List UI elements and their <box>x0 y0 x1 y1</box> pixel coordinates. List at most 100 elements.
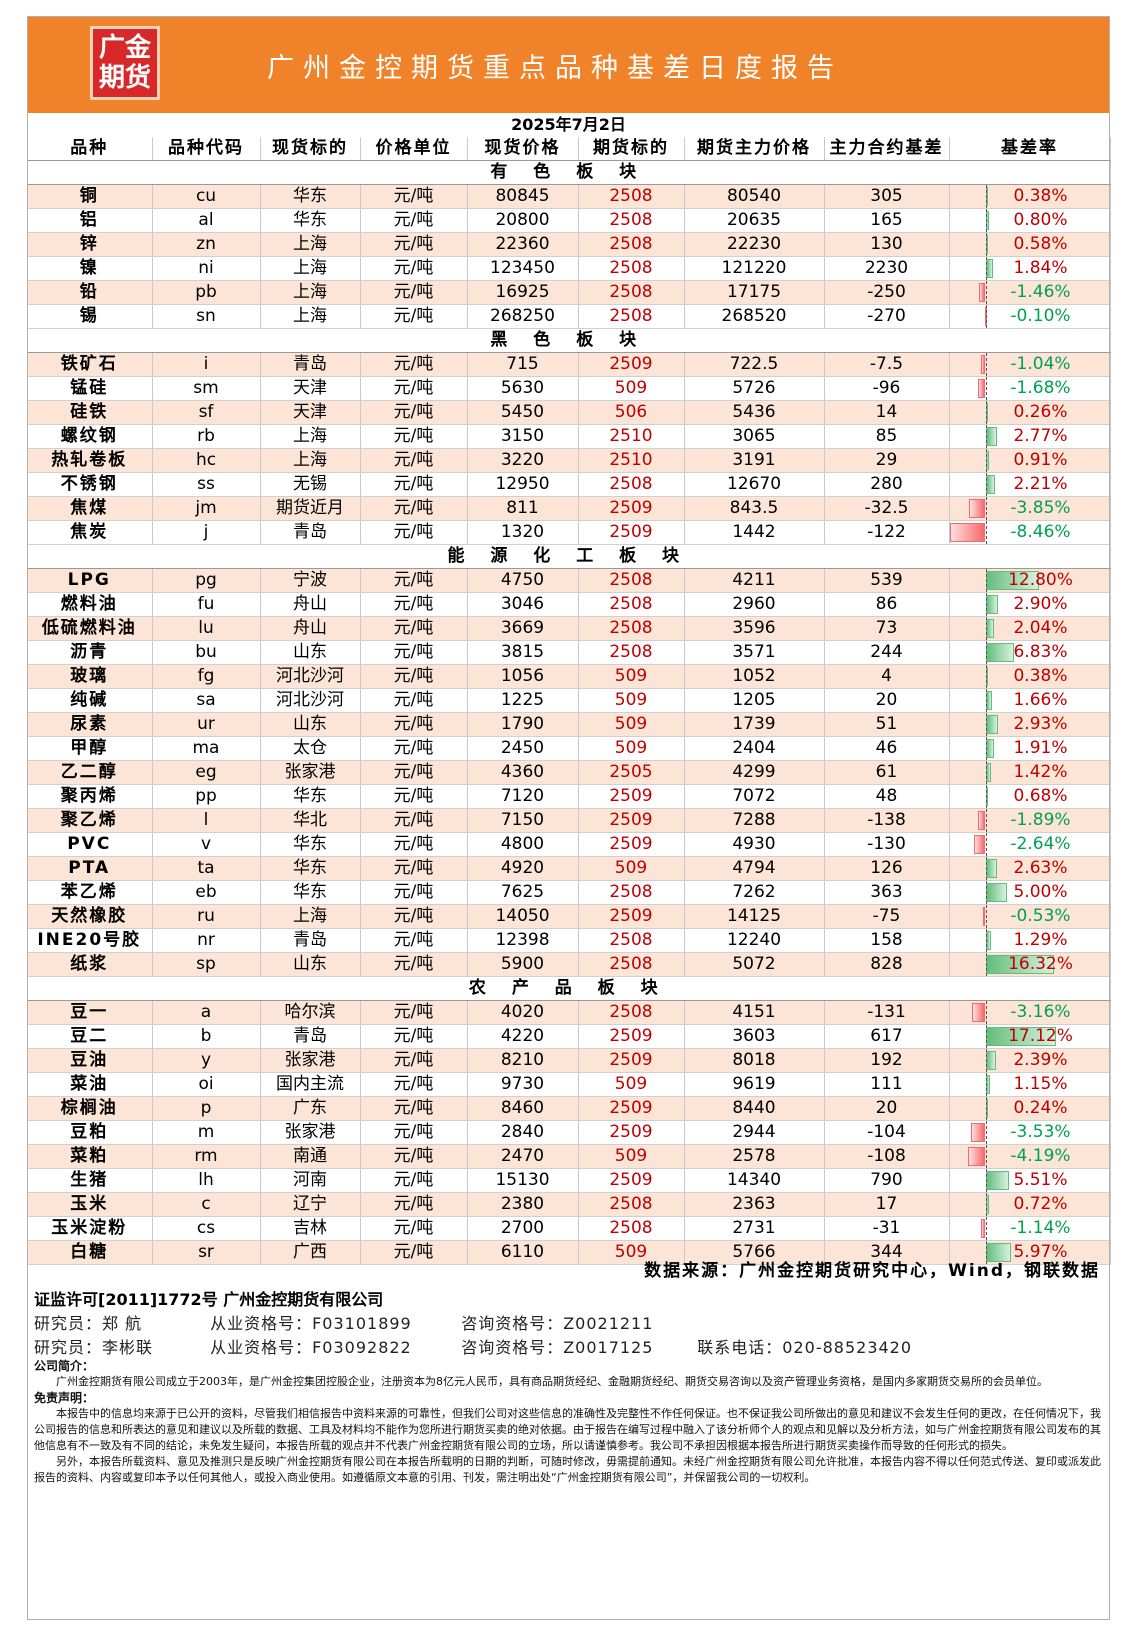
basis: -104 <box>824 1120 950 1145</box>
table-row: 硅铁 sf 天津 元/吨 5450 506 5436 14 0.26% <box>27 400 1111 425</box>
zero-axis <box>985 1073 987 1096</box>
variety-code: ur <box>152 712 261 737</box>
spot-price: 4020 <box>467 1000 579 1025</box>
table-row: 焦炭 j 青岛 元/吨 1320 2509 1442 -122 -8.46% <box>27 520 1111 545</box>
spot-price: 1225 <box>467 688 579 713</box>
futures-price: 20635 <box>684 208 825 233</box>
spot-location: 山东 <box>260 640 361 665</box>
futures-price: 7262 <box>684 880 825 905</box>
variety-code: rm <box>152 1144 261 1169</box>
price-unit: 元/吨 <box>360 448 468 473</box>
variety-name: LPG <box>27 568 153 593</box>
table-row: 锰硅 sm 天津 元/吨 5630 509 5726 -96 -1.68% <box>27 376 1111 401</box>
basis: 46 <box>824 736 950 761</box>
zero-axis <box>985 833 987 856</box>
variety-name: 白糖 <box>27 1240 153 1265</box>
price-unit: 元/吨 <box>360 568 468 593</box>
zero-axis <box>985 593 987 616</box>
report-date: 2025年7月2日 <box>511 115 626 134</box>
variety-name: 聚丙烯 <box>27 784 153 809</box>
variety-name: 锡 <box>27 304 153 329</box>
futures-price: 268520 <box>684 304 825 329</box>
basis-rate: 0.38% <box>949 664 1111 689</box>
spot-price: 3815 <box>467 640 579 665</box>
variety-code: sn <box>152 304 261 329</box>
basis: 111 <box>824 1072 950 1097</box>
price-unit: 元/吨 <box>360 904 468 929</box>
basis: -138 <box>824 808 950 833</box>
table-row: PVC v 华东 元/吨 4800 2509 4930 -130 -2.64% <box>27 832 1111 857</box>
basis: 305 <box>824 184 950 209</box>
basis-rate-bar <box>978 379 986 398</box>
price-unit: 元/吨 <box>360 1240 468 1265</box>
spot-location: 无锡 <box>260 472 361 497</box>
basis-rate-value: -2.64% <box>1010 834 1071 854</box>
futures-contract: 2508 <box>578 232 685 257</box>
basis-rate-value: 1.15% <box>1013 1074 1068 1094</box>
variety-name: 焦煤 <box>27 496 153 521</box>
basis: -270 <box>824 304 950 329</box>
spot-price: 1790 <box>467 712 579 737</box>
basis-rate: -0.53% <box>949 904 1111 929</box>
basis: 158 <box>824 928 950 953</box>
futures-contract: 509 <box>578 376 685 401</box>
spot-location: 天津 <box>260 376 361 401</box>
futures-contract: 2509 <box>578 1120 685 1145</box>
basis: 4 <box>824 664 950 689</box>
basis-rate-value: -1.46% <box>1010 282 1071 302</box>
basis-rate-value: -3.85% <box>1010 498 1071 518</box>
futures-price: 2363 <box>684 1192 825 1217</box>
futures-contract: 2508 <box>578 568 685 593</box>
variety-code: c <box>152 1192 261 1217</box>
price-unit: 元/吨 <box>360 352 468 377</box>
futures-price: 12670 <box>684 472 825 497</box>
data-source: 数据来源：广州金控期货研究中心，Wind，钢联数据 <box>644 1261 1100 1281</box>
basis-rate: -1.68% <box>949 376 1111 401</box>
futures-price: 2404 <box>684 736 825 761</box>
table-row: 菜油 oi 国内主流 元/吨 9730 509 9619 111 1.15% <box>27 1072 1111 1097</box>
futures-contract: 2508 <box>578 1216 685 1241</box>
spot-price: 1320 <box>467 520 579 545</box>
basis-rate-value: 1.84% <box>1013 258 1068 278</box>
futures-contract: 2508 <box>578 928 685 953</box>
basis-rate: 1.91% <box>949 736 1111 761</box>
spot-location: 上海 <box>260 232 361 257</box>
variety-code: l <box>152 808 261 833</box>
variety-code: lh <box>152 1168 261 1193</box>
price-unit: 元/吨 <box>360 808 468 833</box>
basis-rate-value: -8.46% <box>1010 522 1071 542</box>
variety-name: 生猪 <box>27 1168 153 1193</box>
variety-code: v <box>152 832 261 857</box>
zero-axis <box>985 713 987 736</box>
table-row: 豆粕 m 张家港 元/吨 2840 2509 2944 -104 -3.53% <box>27 1120 1111 1145</box>
basis-rate: 2.77% <box>949 424 1111 449</box>
table-row: 螺纹钢 rb 上海 元/吨 3150 2510 3065 85 2.77% <box>27 424 1111 449</box>
basis-rate-value: 12.80% <box>1008 570 1073 590</box>
variety-code: j <box>152 520 261 545</box>
license-line: 证监许可[2011]1772号 广州金控期货有限公司 <box>34 1290 384 1309</box>
zero-axis <box>985 617 987 640</box>
zero-axis <box>985 1169 987 1192</box>
researcher-name: 研究员：李彬联 <box>34 1338 154 1357</box>
basis: 539 <box>824 568 950 593</box>
spot-location: 河北沙河 <box>260 664 361 689</box>
company-intro: 广州金控期货有限公司成立于2003年，是广州金控集团控股企业，注册资本为8亿元人… <box>56 1375 1048 1388</box>
futures-price: 843.5 <box>684 496 825 521</box>
variety-code: hc <box>152 448 261 473</box>
basis: 85 <box>824 424 950 449</box>
basis-rate: -3.85% <box>949 496 1111 521</box>
futures-contract: 2508 <box>578 472 685 497</box>
variety-name: 热轧卷板 <box>27 448 153 473</box>
futures-contract: 2508 <box>578 280 685 305</box>
zero-axis <box>985 1049 987 1072</box>
futures-price: 121220 <box>684 256 825 281</box>
table-row: 聚乙烯 l 华北 元/吨 7150 2509 7288 -138 -1.89% <box>27 808 1111 833</box>
spot-location: 宁波 <box>260 568 361 593</box>
zero-axis <box>985 425 987 448</box>
futures-price: 1205 <box>684 688 825 713</box>
variety-name: 焦炭 <box>27 520 153 545</box>
consulting-number: 咨询资格号：Z0017125 <box>461 1338 654 1357</box>
futures-price: 12240 <box>684 928 825 953</box>
zero-axis <box>985 1025 987 1048</box>
column-header: 现货标的 <box>260 137 361 161</box>
